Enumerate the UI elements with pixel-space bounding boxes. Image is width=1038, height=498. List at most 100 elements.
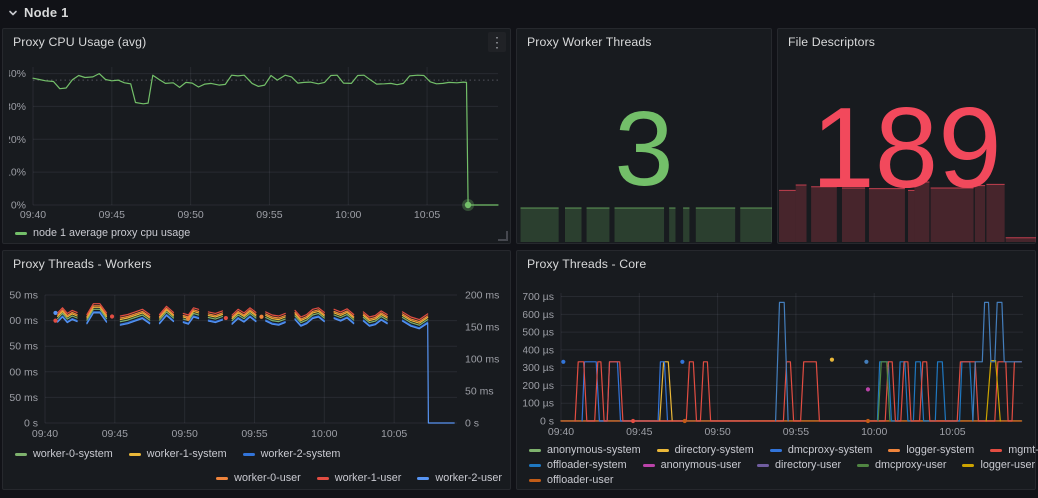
svg-text:0%: 0% <box>11 200 26 212</box>
svg-text:50 ms: 50 ms <box>465 386 494 398</box>
svg-text:10:05: 10:05 <box>381 428 407 440</box>
svg-text:100 µs: 100 µs <box>523 398 554 410</box>
svg-text:10%: 10% <box>9 167 26 179</box>
cpu-legend: node 1 average proxy cpu usage <box>15 227 502 239</box>
panel-proxy-worker-threads: Proxy Worker Threads 3 <box>516 28 772 244</box>
svg-text:250 ms: 250 ms <box>9 290 38 302</box>
worker-threads-stat-value: 3 <box>614 90 674 208</box>
legend-item-anonymous-system[interactable]: anonymous-system <box>529 444 641 456</box>
svg-text:150 ms: 150 ms <box>9 341 38 353</box>
svg-text:300 µs: 300 µs <box>523 362 554 374</box>
svg-text:150 ms: 150 ms <box>465 322 499 334</box>
panel-title: Proxy CPU Usage (avg) <box>13 35 147 49</box>
legend-swatch <box>888 448 901 452</box>
svg-text:09:55: 09:55 <box>256 209 282 221</box>
legend-item-mgmt-system[interactable]: mgmt-system <box>990 444 1038 456</box>
legend-swatch <box>15 231 27 235</box>
svg-text:10:00: 10:00 <box>335 209 361 221</box>
core-legend-row2: offloader-system anonymous-user directory-… <box>529 459 1035 471</box>
legend-label: worker-1-system <box>146 448 227 460</box>
legend-label: offloader-system <box>547 459 627 471</box>
panel-proxy-threads-workers: Proxy Threads - Workers 0 s 50 ms 100 ms 15… <box>2 250 511 490</box>
svg-text:600 µs: 600 µs <box>523 309 554 321</box>
legend-item-anonymous-user[interactable]: anonymous-user <box>642 459 741 471</box>
row-header-node1[interactable]: Node 1 <box>8 5 69 20</box>
svg-text:100 ms: 100 ms <box>465 354 499 366</box>
legend-item-offloader-user[interactable]: offloader-user <box>529 474 613 486</box>
panel-menu-kebab-icon[interactable]: ⋮ <box>488 32 506 52</box>
legend-item-directory-user[interactable]: directory-user <box>757 459 841 471</box>
legend-swatch <box>757 463 770 467</box>
svg-text:200 µs: 200 µs <box>523 380 554 392</box>
legend-swatch <box>962 463 975 467</box>
row-title: Node 1 <box>24 5 69 20</box>
legend-swatch <box>642 463 655 467</box>
legend-swatch <box>316 476 329 480</box>
legend-item-dmcproxy-user[interactable]: dmcproxy-user <box>857 459 946 471</box>
cpu-usage-chart[interactable]: 0% 10% 20% 30% 40% 09:40 09:45 09:50 09:55 10:00 1… <box>9 55 506 225</box>
svg-text:10:05: 10:05 <box>939 426 965 438</box>
svg-text:09:55: 09:55 <box>783 426 809 438</box>
legend-label: directory-user <box>775 459 842 471</box>
svg-text:09:45: 09:45 <box>626 426 652 438</box>
legend-label: logger-system <box>906 444 975 456</box>
legend-swatch <box>529 463 541 467</box>
svg-text:40%: 40% <box>9 68 26 80</box>
legend-swatch <box>656 448 669 452</box>
legend-swatch <box>15 452 27 456</box>
legend-label: dmcproxy-system <box>787 444 873 456</box>
legend-swatch <box>857 463 870 467</box>
svg-text:09:50: 09:50 <box>704 426 730 438</box>
legend-label: offloader-user <box>547 474 614 486</box>
panel-header: Proxy Threads - Core <box>517 251 1035 277</box>
legend-label: anonymous-system <box>547 444 641 456</box>
svg-text:10:00: 10:00 <box>861 426 887 438</box>
svg-text:09:40: 09:40 <box>20 209 46 221</box>
legend-item-dmcproxy-system[interactable]: dmcproxy-system <box>769 444 873 456</box>
panel-title: Proxy Worker Threads <box>527 35 652 49</box>
chevron-down-icon <box>8 8 18 18</box>
core-legend-row1: anonymous-system directory-system dmcproxy… <box>529 444 1038 456</box>
svg-text:500 µs: 500 µs <box>523 327 554 339</box>
legend-swatch <box>242 452 255 456</box>
legend-item-worker-2-user[interactable]: worker-2-user <box>417 472 502 484</box>
worker-threads-chart[interactable]: 0 s 50 ms 100 ms 150 ms 200 ms 250 ms 0 s 50 ms… <box>9 277 506 445</box>
panel-title: Proxy Threads - Core <box>527 257 647 271</box>
legend-item-worker-0-system[interactable]: worker-0-system <box>15 448 113 460</box>
svg-text:10:00: 10:00 <box>311 428 337 440</box>
svg-text:09:55: 09:55 <box>241 428 267 440</box>
svg-text:10:05: 10:05 <box>414 209 440 221</box>
svg-text:0 s: 0 s <box>540 416 554 428</box>
legend-item-directory-system[interactable]: directory-system <box>656 444 754 456</box>
legend-label: worker-0-system <box>33 448 113 460</box>
legend-item-logger-user[interactable]: logger-user <box>962 459 1035 471</box>
panel-header: File Descriptors <box>778 29 1035 55</box>
legend-item-node 1 average proxy cpu usage[interactable]: node 1 average proxy cpu usage <box>15 227 190 239</box>
legend-swatch <box>216 476 229 480</box>
legend-label: worker-2-user <box>435 472 502 484</box>
legend-item-logger-system[interactable]: logger-system <box>888 444 974 456</box>
legend-label: logger-user <box>980 459 1036 471</box>
svg-text:09:45: 09:45 <box>102 428 128 440</box>
legend-item-worker-1-system[interactable]: worker-1-system <box>128 448 227 460</box>
panel-header: Proxy CPU Usage (avg) ⋮ <box>3 29 510 55</box>
svg-text:0 s: 0 s <box>465 418 479 430</box>
panel-resize-handle[interactable] <box>498 231 508 241</box>
core-threads-chart[interactable]: 0 s 100 µs 200 µs 300 µs 400 µs 500 µs 600 µs 7… <box>523 277 1031 441</box>
legend-label: dmcproxy-user <box>875 459 947 471</box>
legend-swatch <box>769 448 782 452</box>
file-descriptors-sparkline <box>779 181 1036 242</box>
svg-text:09:45: 09:45 <box>99 209 125 221</box>
workers-legend-row1: worker-0-system worker-1-system worker-2-s… <box>15 448 502 460</box>
core-legend-row3: offloader-user <box>529 474 1027 486</box>
legend-item-worker-0-user[interactable]: worker-0-user <box>216 472 301 484</box>
legend-item-worker-1-user[interactable]: worker-1-user <box>316 472 401 484</box>
svg-text:50 ms: 50 ms <box>9 392 38 404</box>
svg-text:20%: 20% <box>9 134 26 146</box>
svg-text:200 ms: 200 ms <box>465 290 499 302</box>
panel-header: Proxy Worker Threads <box>517 29 771 55</box>
legend-label: directory-system <box>674 444 754 456</box>
svg-text:400 µs: 400 µs <box>523 344 554 356</box>
legend-item-worker-2-system[interactable]: worker-2-system <box>242 448 340 460</box>
legend-item-offloader-system[interactable]: offloader-system <box>529 459 627 471</box>
